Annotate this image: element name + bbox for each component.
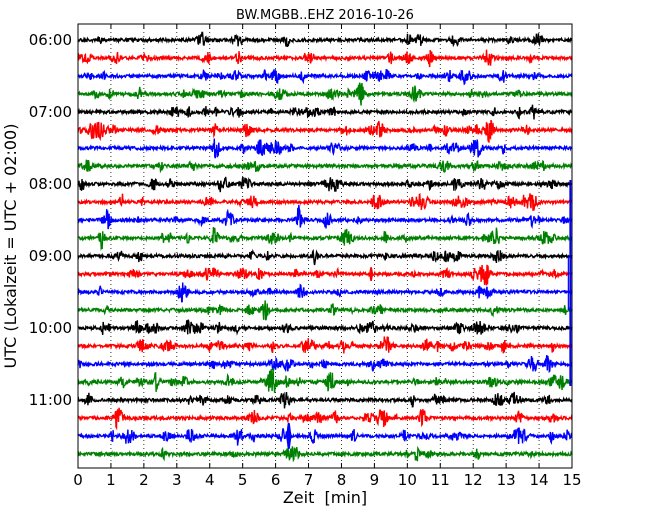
y-tick-label: 10:00: [29, 319, 72, 337]
trace-layer: [77, 31, 573, 463]
trace-0945: [77, 300, 573, 321]
x-ticks: 0 1 2 3 4 5 6 7 8 9 10 11 12 13 14 15: [73, 24, 582, 489]
x-tick-label: 0: [73, 471, 83, 489]
trace-0615: [77, 49, 573, 68]
y-ticks: 06:00 07:00 08:00 09:00 10:00 11:00: [29, 31, 572, 409]
x-tick-label: 12: [464, 471, 483, 489]
trace-0845: [77, 227, 573, 252]
x-tick-label: 14: [530, 471, 549, 489]
trace-1145: [77, 445, 573, 463]
trace-0800: [77, 176, 573, 193]
trace-0630: [77, 68, 573, 86]
event-spike: [286, 422, 292, 450]
x-tick-label: 5: [238, 471, 248, 489]
trace-0900: [77, 248, 573, 266]
y-tick-label: 06:00: [29, 31, 72, 49]
trace-1000: [77, 319, 573, 336]
trace-1015: [77, 336, 573, 354]
x-tick-label: 1: [106, 471, 116, 489]
x-tick-label: 8: [337, 471, 347, 489]
x-tick-label: 15: [562, 471, 581, 489]
trace-0745: [77, 159, 573, 174]
trace-1130: [77, 427, 573, 446]
trace-1030: [77, 355, 573, 374]
x-tick-label: 9: [370, 471, 380, 489]
trace-1115: [77, 407, 573, 431]
x-tick-label: 7: [304, 471, 314, 489]
trace-0600: [77, 31, 573, 48]
y-axis-label: UTC (Lokalzeit = UTC + 02:00): [1, 124, 20, 369]
x-tick-label: 11: [431, 471, 450, 489]
trace-0730: [77, 138, 573, 159]
trace-1100: [77, 391, 573, 409]
trace-0915: [77, 264, 573, 286]
chart-title: BW.MGBB..EHZ 2016-10-26: [236, 8, 414, 23]
trace-0715: [77, 119, 573, 143]
trace-0645: [77, 82, 573, 106]
x-tick-label: 3: [172, 471, 182, 489]
trace-0830: [77, 204, 573, 230]
x-tick-label: 13: [497, 471, 516, 489]
trace-0815: [77, 193, 573, 211]
y-tick-label: 08:00: [29, 175, 72, 193]
x-tick-label: 10: [398, 471, 417, 489]
trace-0930: [77, 282, 573, 303]
y-tick-label: 07:00: [29, 103, 72, 121]
x-axis-label: Zeit [min]: [283, 488, 367, 507]
x-tick-label: 4: [205, 471, 215, 489]
x-tick-label: 6: [271, 471, 281, 489]
trace-1045: [77, 367, 573, 393]
y-tick-label: 09:00: [29, 247, 72, 265]
x-tick-label: 2: [139, 471, 149, 489]
event-spike: [368, 267, 374, 282]
y-tick-label: 11:00: [29, 391, 72, 409]
event-layer: [286, 180, 572, 450]
plot-frame: [77, 23, 573, 469]
trace-0700: [77, 104, 573, 120]
